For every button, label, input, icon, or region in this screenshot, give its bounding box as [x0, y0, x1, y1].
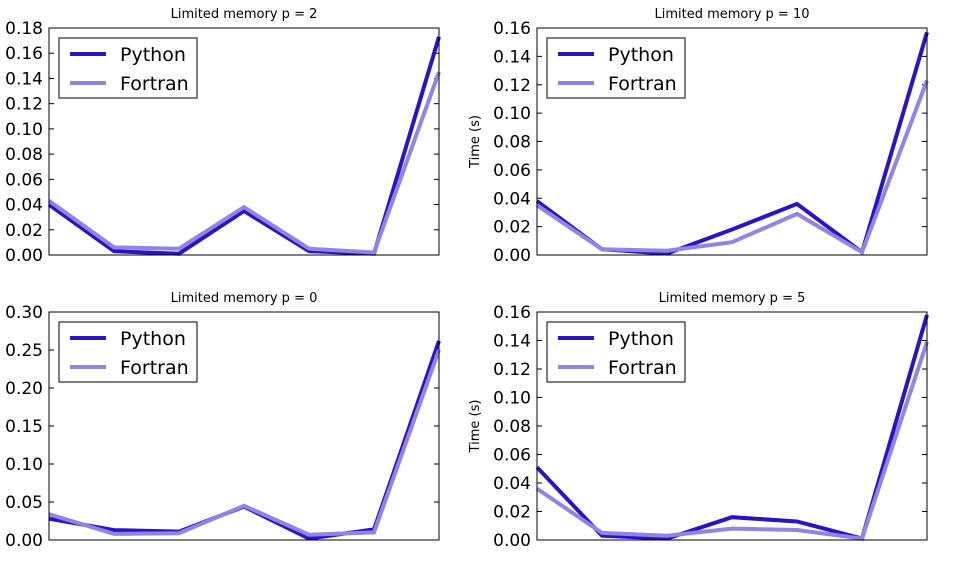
legend-label: Fortran	[120, 357, 189, 379]
legend-label: Fortran	[608, 73, 677, 95]
y-tick-label: 0.06	[5, 170, 43, 190]
y-tick-label: 0.02	[5, 221, 43, 241]
plot-frame	[536, 311, 928, 541]
y-axis-label: Time (s)	[468, 400, 483, 454]
chart-title: Limited memory p = 0	[171, 291, 318, 306]
y-axis-label: Time (s)	[468, 115, 483, 169]
y-tick-label: 0.00	[493, 246, 531, 266]
legend-box	[546, 37, 686, 99]
plot-frame	[536, 27, 928, 256]
chart-panel-2: Limited memory p = 0 0.00 0.05 0.10 0.15 0.20…	[5, 291, 441, 551]
chart-panel-3: Limited memory p = 5 Time (s) 0.00 0.02 0.04…	[468, 291, 929, 551]
legend: Python Fortran	[546, 37, 686, 99]
chart-title: Limited memory p = 10	[654, 7, 809, 22]
y-tick-label: 0.10	[5, 455, 43, 475]
legend-label: Fortran	[608, 357, 677, 379]
y-tick-label: 0.04	[493, 189, 531, 209]
y-tick-label: 0.20	[5, 379, 43, 399]
y-tick-label: 0.02	[493, 218, 531, 238]
y-tick-label: 0.02	[493, 503, 531, 523]
y-tick-label: 0.15	[5, 417, 43, 437]
legend-box	[546, 321, 686, 383]
chart-title: Limited memory p = 5	[659, 291, 806, 306]
y-tick-label: 0.12	[5, 95, 43, 115]
y-tick-label: 0.16	[493, 19, 531, 39]
legend: Python Fortran	[58, 321, 198, 383]
y-tick-label: 0.25	[5, 341, 43, 361]
plot-frame	[48, 27, 440, 256]
y-tick-label: 0.00	[5, 246, 43, 266]
y-tick-label: 0.08	[493, 417, 531, 437]
y-tick-label: 0.14	[493, 47, 531, 67]
legend-label: Python	[120, 328, 186, 350]
y-tick-label: 0.10	[493, 104, 531, 124]
series-line-fortran	[535, 341, 929, 541]
legend-box	[58, 321, 198, 383]
y-tick-label: 0.06	[493, 446, 531, 466]
y-tick-label: 0.08	[493, 133, 531, 153]
legend-label: Python	[608, 44, 674, 66]
y-tick-label: 0.14	[493, 332, 531, 352]
y-tick-label: 0.18	[5, 19, 43, 39]
y-tick-label: 0.12	[493, 360, 531, 380]
y-tick-label: 0.08	[5, 145, 43, 165]
series-line-fortran	[535, 79, 929, 256]
y-tick-label: 0.05	[5, 493, 43, 513]
y-tick-label: 0.10	[5, 120, 43, 140]
y-tick-label: 0.16	[493, 303, 531, 323]
y-tick-label: 0.00	[493, 531, 531, 551]
chart-panel-0: Limited memory p = 2 0.00 0.02 0.04 0.06 0.08…	[5, 7, 441, 266]
y-tick-label: 0.04	[493, 474, 531, 494]
plot-frame	[48, 311, 440, 541]
y-tick-label: 0.12	[493, 76, 531, 96]
legend-label: Fortran	[120, 73, 189, 95]
y-tick-label: 0.10	[493, 389, 531, 409]
y-tick-label: 0.06	[493, 161, 531, 181]
legend-label: Python	[120, 44, 186, 66]
y-tick-label: 0.30	[5, 303, 43, 323]
y-tick-label: 0.04	[5, 196, 43, 216]
chart-title: Limited memory p = 2	[171, 7, 318, 22]
legend-label: Python	[608, 328, 674, 350]
legend: Python Fortran	[58, 37, 198, 99]
chart-panel-1: Limited memory p = 10 Time (s) 0.00 0.02 0.0…	[468, 7, 929, 266]
series-line-fortran	[48, 349, 441, 537]
legend: Python Fortran	[546, 321, 686, 383]
series-line-fortran	[47, 71, 441, 255]
y-tick-label: 0.14	[5, 69, 43, 89]
y-tick-label: 0.16	[5, 44, 43, 64]
y-tick-label: 0.00	[5, 531, 43, 551]
legend-box	[58, 37, 198, 99]
